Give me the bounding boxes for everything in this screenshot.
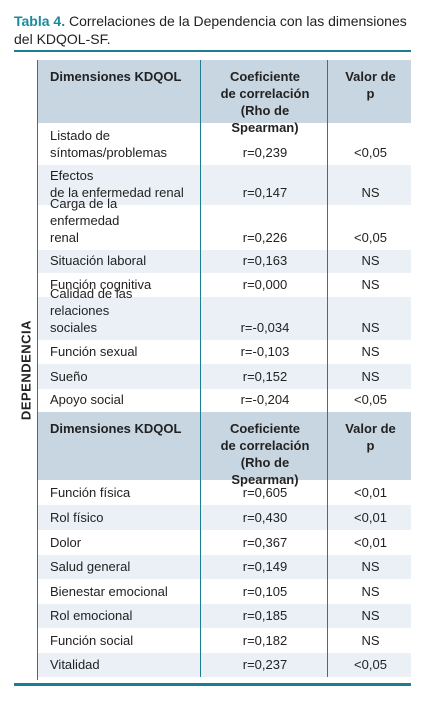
- table-cell: r=0,105: [200, 579, 327, 604]
- header-cell: Coeficiente de correlación (Rho de Spear…: [200, 412, 327, 487]
- table-cell: NS: [327, 340, 411, 364]
- table-cell: NS: [327, 364, 411, 389]
- table-row: Bienestar emocional r=0,105 NS: [38, 579, 411, 604]
- table-row: Listado de síntomas/problemas r=0,239 <0,0…: [38, 123, 411, 165]
- header-cell: Coeficiente de correlación (Rho de Spear…: [200, 60, 327, 135]
- table-cell: Dolor: [50, 535, 82, 550]
- table-cell: Bienestar emocional: [50, 584, 168, 599]
- table-cell: r=0,226: [200, 205, 327, 250]
- table-row: Apoyo social r=-0,204 <0,05: [38, 389, 411, 412]
- table-cell: r=0,237: [200, 653, 327, 677]
- table-row: Dolor r=0,367 <0,01: [38, 530, 411, 555]
- table-cell: <0,01: [327, 480, 411, 505]
- table-cell: <0,05: [327, 123, 411, 165]
- caption-text: Correlaciones de la Dependencia con las …: [14, 13, 407, 47]
- table-cell: Sueño: [50, 369, 88, 384]
- table-cell: r=0,000: [200, 273, 327, 297]
- table-cell: Carga de la enfermedad renal: [50, 196, 120, 245]
- header-row: Dimensiones KDQOL Coeficiente de correlac…: [38, 60, 411, 135]
- table-cell: Función social: [50, 633, 134, 648]
- table-cell: Vitalidad: [50, 657, 100, 672]
- table-cell: r=-0,034: [200, 297, 327, 340]
- table-row: Función física r=0,605 <0,01: [38, 480, 411, 505]
- table-row: Rol emocional r=0,185 NS: [38, 604, 411, 628]
- top-rule: [14, 50, 411, 52]
- table-cell: <0,05: [327, 653, 411, 677]
- header-cell: Valor de p: [327, 412, 411, 480]
- table-cell: <0,01: [327, 530, 411, 555]
- table-cell: r=0,149: [200, 555, 327, 579]
- table-cell: Función física: [50, 485, 131, 500]
- table-cell: r=-0,204: [200, 389, 327, 412]
- header-cell: Valor de p: [327, 60, 411, 123]
- table-row: Función sexual r=-0,103 NS: [38, 340, 411, 364]
- table-cell: r=0,605: [200, 480, 327, 505]
- table-cell: Función sexual: [50, 344, 138, 359]
- table-row: Rol físico r=0,430 <0,01: [38, 505, 411, 530]
- header-row: Dimensiones KDQOL Coeficiente de correlac…: [38, 412, 411, 487]
- table-cell: NS: [327, 555, 411, 579]
- table-cell: <0,05: [327, 205, 411, 250]
- table-row: Calidad de las relaciones sociales r=-0,0…: [38, 286, 411, 340]
- table-row: Carga de la enfermedad renal r=0,226<0,05: [38, 196, 411, 250]
- bottom-rule: [14, 683, 411, 686]
- side-label: DEPENDENCIA: [18, 319, 33, 421]
- table-cell: Calidad de las relaciones sociales: [50, 286, 133, 335]
- table-caption: Tabla 4. Correlaciones de la Dependencia…: [14, 12, 414, 48]
- table-cell: r=0,367: [200, 530, 327, 555]
- table-cell: Salud general: [50, 559, 131, 574]
- table-cell: r=0,152: [200, 364, 327, 389]
- table-cell: r=-0,103: [200, 340, 327, 364]
- caption-label: Tabla 4.: [14, 13, 66, 29]
- table-row: Función social r=0,182 NS: [38, 628, 411, 653]
- table-cell: r=0,182: [200, 628, 327, 653]
- table-cell: r=0,163: [200, 250, 327, 273]
- table-cell: Situación laboral: [50, 253, 147, 268]
- side-column: DEPENDENCIA: [14, 60, 38, 680]
- table-cell: NS: [327, 628, 411, 653]
- table-cell: Apoyo social: [50, 392, 124, 407]
- table-cell: NS: [327, 165, 411, 205]
- table-cell: NS: [327, 273, 411, 297]
- table-cell: NS: [327, 579, 411, 604]
- table-cell: Listado de síntomas/problemas: [50, 128, 168, 160]
- table-cell: r=0,185: [200, 604, 327, 628]
- header-cell: Dimensiones KDQOL: [50, 69, 182, 84]
- table-cell: <0,05: [327, 389, 411, 412]
- table-cell: <0,01: [327, 505, 411, 530]
- table-cell: Efectos de la enfermedad renal: [50, 168, 184, 200]
- header-cell: Dimensiones KDQOL: [50, 421, 182, 436]
- table-cell: NS: [327, 604, 411, 628]
- table-cell: Rol físico: [50, 510, 104, 525]
- table-cell: NS: [327, 297, 411, 340]
- table-cell: r=0,147: [200, 165, 327, 205]
- table-row: Efectos de la enfermedad renal r=0,147 NS: [38, 165, 411, 205]
- table-row: Sueño r=0,152 NS: [38, 364, 411, 389]
- table-row: Situación laboral r=0,163 NS: [38, 250, 411, 273]
- table-cell: Función cognitiva: [50, 277, 152, 292]
- table-cell: r=0,430: [200, 505, 327, 530]
- table-row: Salud general r=0,149 NS: [38, 555, 411, 579]
- table-row: Función cognitiva r=0,000 NS: [38, 273, 411, 297]
- table-cell: Rol emocional: [50, 608, 133, 623]
- table: Dimensiones KDQOL Coeficiente de correlac…: [38, 60, 411, 677]
- table-cell: r=0,239: [200, 123, 327, 165]
- table-cell: NS: [327, 250, 411, 273]
- table-row: Vitalidad r=0,237 <0,05: [38, 653, 411, 677]
